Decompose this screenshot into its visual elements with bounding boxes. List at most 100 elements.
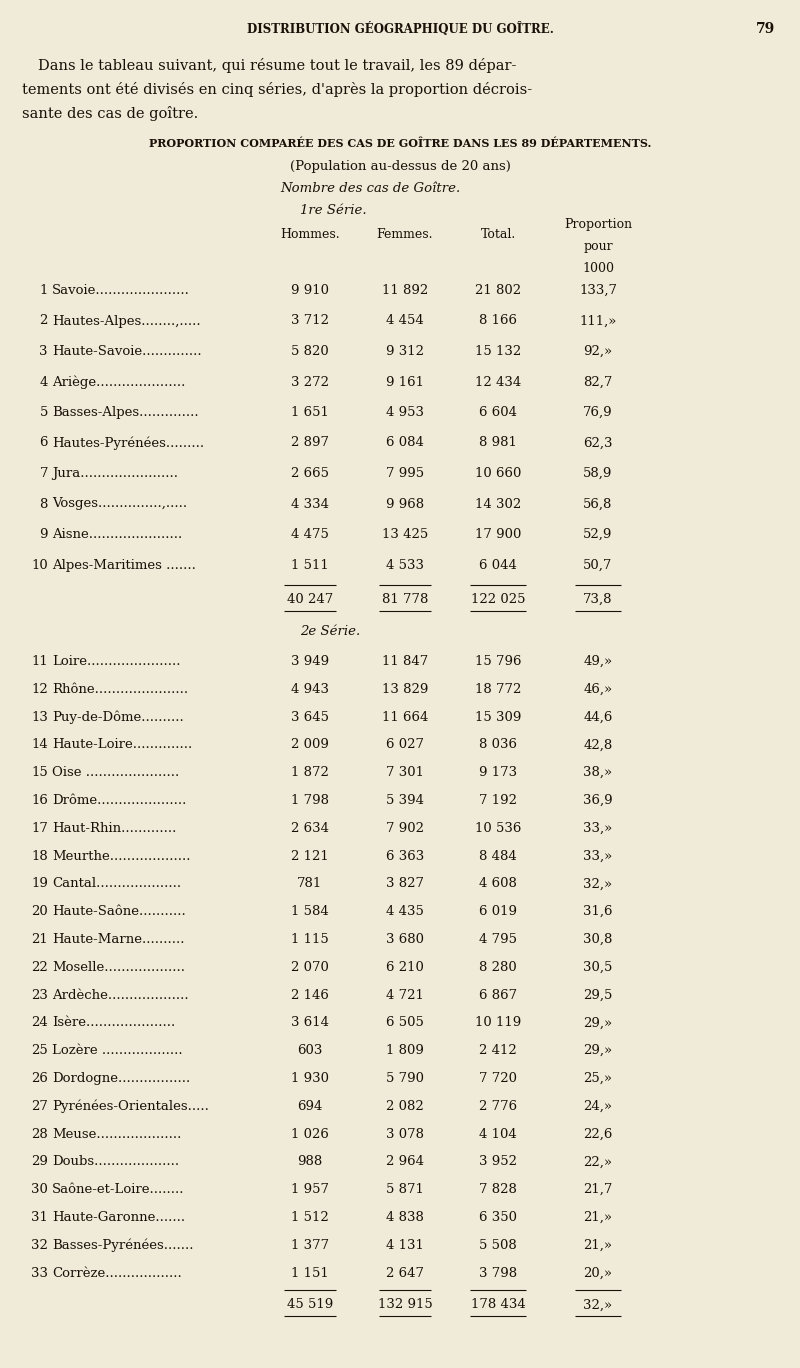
Text: 5 394: 5 394 bbox=[386, 793, 424, 807]
Text: 4 475: 4 475 bbox=[291, 528, 329, 540]
Text: 3 272: 3 272 bbox=[291, 375, 329, 389]
Text: Dordogne.................: Dordogne................. bbox=[52, 1073, 190, 1085]
Text: Haut-Rhin.............: Haut-Rhin............. bbox=[52, 822, 176, 834]
Text: 9 968: 9 968 bbox=[386, 498, 424, 510]
Text: 4 608: 4 608 bbox=[479, 877, 517, 891]
Text: 25: 25 bbox=[31, 1044, 48, 1057]
Text: 4 943: 4 943 bbox=[291, 683, 329, 696]
Text: 52,9: 52,9 bbox=[583, 528, 613, 540]
Text: 17: 17 bbox=[31, 822, 48, 834]
Text: 36,9: 36,9 bbox=[583, 793, 613, 807]
Text: 1000: 1000 bbox=[582, 263, 614, 275]
Text: 7 301: 7 301 bbox=[386, 766, 424, 780]
Text: Isère.....................: Isère..................... bbox=[52, 1016, 175, 1029]
Text: Loire......................: Loire...................... bbox=[52, 655, 181, 668]
Text: 3 712: 3 712 bbox=[291, 315, 329, 327]
Text: 16: 16 bbox=[31, 793, 48, 807]
Text: 29,»: 29,» bbox=[583, 1044, 613, 1057]
Text: 4 838: 4 838 bbox=[386, 1211, 424, 1224]
Text: 3 827: 3 827 bbox=[386, 877, 424, 891]
Text: Pyrénées-Orientales.....: Pyrénées-Orientales..... bbox=[52, 1100, 209, 1114]
Text: 2 634: 2 634 bbox=[291, 822, 329, 834]
Text: 18 772: 18 772 bbox=[475, 683, 521, 696]
Text: 15 796: 15 796 bbox=[474, 655, 522, 668]
Text: 1 798: 1 798 bbox=[291, 793, 329, 807]
Text: 79: 79 bbox=[756, 22, 775, 36]
Text: 4 795: 4 795 bbox=[479, 933, 517, 947]
Text: DISTRIBUTION GÉOGRAPHIQUE DU GOÎTRE.: DISTRIBUTION GÉOGRAPHIQUE DU GOÎTRE. bbox=[246, 22, 554, 36]
Text: Meuse....................: Meuse.................... bbox=[52, 1127, 182, 1141]
Text: 31: 31 bbox=[31, 1211, 48, 1224]
Text: Lozère ...................: Lozère ................... bbox=[52, 1044, 182, 1057]
Text: Haute-Loire..............: Haute-Loire.............. bbox=[52, 739, 192, 751]
Text: 18: 18 bbox=[31, 850, 48, 863]
Text: 111,»: 111,» bbox=[579, 315, 617, 327]
Text: 21 802: 21 802 bbox=[475, 285, 521, 297]
Text: 44,6: 44,6 bbox=[583, 710, 613, 724]
Text: 3 645: 3 645 bbox=[291, 710, 329, 724]
Text: 14 302: 14 302 bbox=[475, 498, 521, 510]
Text: 6 044: 6 044 bbox=[479, 558, 517, 572]
Text: 4 104: 4 104 bbox=[479, 1127, 517, 1141]
Text: Vosges...............,.....: Vosges...............,..... bbox=[52, 498, 187, 510]
Text: Proportion: Proportion bbox=[564, 218, 632, 231]
Text: 7 828: 7 828 bbox=[479, 1183, 517, 1196]
Text: 6 604: 6 604 bbox=[479, 406, 517, 419]
Text: Savoie......................: Savoie...................... bbox=[52, 285, 190, 297]
Text: Ariège.....................: Ariège..................... bbox=[52, 375, 186, 389]
Text: 1 930: 1 930 bbox=[291, 1073, 329, 1085]
Text: 7 192: 7 192 bbox=[479, 793, 517, 807]
Text: 2: 2 bbox=[40, 315, 48, 327]
Text: 73,8: 73,8 bbox=[583, 592, 613, 606]
Text: 988: 988 bbox=[298, 1156, 322, 1168]
Text: 4 435: 4 435 bbox=[386, 906, 424, 918]
Text: 15 132: 15 132 bbox=[475, 345, 521, 358]
Text: 9 161: 9 161 bbox=[386, 375, 424, 389]
Text: 5: 5 bbox=[40, 406, 48, 419]
Text: 15 309: 15 309 bbox=[475, 710, 521, 724]
Text: 4 953: 4 953 bbox=[386, 406, 424, 419]
Text: Basses-Pyrénées.......: Basses-Pyrénées....... bbox=[52, 1239, 194, 1252]
Text: 14: 14 bbox=[31, 739, 48, 751]
Text: 603: 603 bbox=[298, 1044, 322, 1057]
Text: Rhône......................: Rhône...................... bbox=[52, 683, 188, 696]
Text: 33,»: 33,» bbox=[583, 822, 613, 834]
Text: 10 660: 10 660 bbox=[475, 466, 521, 480]
Text: 178 434: 178 434 bbox=[470, 1298, 526, 1312]
Text: 10: 10 bbox=[31, 558, 48, 572]
Text: 76,9: 76,9 bbox=[583, 406, 613, 419]
Text: Corrèze..................: Corrèze.................. bbox=[52, 1267, 182, 1279]
Text: 2 776: 2 776 bbox=[479, 1100, 517, 1112]
Text: 23: 23 bbox=[31, 989, 48, 1001]
Text: 2 412: 2 412 bbox=[479, 1044, 517, 1057]
Text: 6 027: 6 027 bbox=[386, 739, 424, 751]
Text: Aisne......................: Aisne...................... bbox=[52, 528, 182, 540]
Text: 40 247: 40 247 bbox=[287, 592, 333, 606]
Text: 82,7: 82,7 bbox=[583, 375, 613, 389]
Text: 6: 6 bbox=[39, 436, 48, 450]
Text: 2 082: 2 082 bbox=[386, 1100, 424, 1112]
Text: 22,6: 22,6 bbox=[583, 1127, 613, 1141]
Text: Alpes-Maritimes .......: Alpes-Maritimes ....... bbox=[52, 558, 196, 572]
Text: 7 902: 7 902 bbox=[386, 822, 424, 834]
Text: 1: 1 bbox=[40, 285, 48, 297]
Text: 4: 4 bbox=[40, 375, 48, 389]
Text: 3 680: 3 680 bbox=[386, 933, 424, 947]
Text: 8 166: 8 166 bbox=[479, 315, 517, 327]
Text: 4 721: 4 721 bbox=[386, 989, 424, 1001]
Text: 81 778: 81 778 bbox=[382, 592, 428, 606]
Text: 122 025: 122 025 bbox=[470, 592, 526, 606]
Text: 20: 20 bbox=[31, 906, 48, 918]
Text: 15: 15 bbox=[31, 766, 48, 780]
Text: 1re Série.: 1re Série. bbox=[300, 204, 366, 218]
Text: 46,»: 46,» bbox=[583, 683, 613, 696]
Text: 33: 33 bbox=[31, 1267, 48, 1279]
Text: 6 505: 6 505 bbox=[386, 1016, 424, 1029]
Text: 1 026: 1 026 bbox=[291, 1127, 329, 1141]
Text: 2e Série.: 2e Série. bbox=[300, 625, 360, 637]
Text: 781: 781 bbox=[298, 877, 322, 891]
Text: 92,»: 92,» bbox=[583, 345, 613, 358]
Text: 17 900: 17 900 bbox=[475, 528, 521, 540]
Text: 2 121: 2 121 bbox=[291, 850, 329, 863]
Text: Hautes-Alpes........,.....: Hautes-Alpes........,..... bbox=[52, 315, 201, 327]
